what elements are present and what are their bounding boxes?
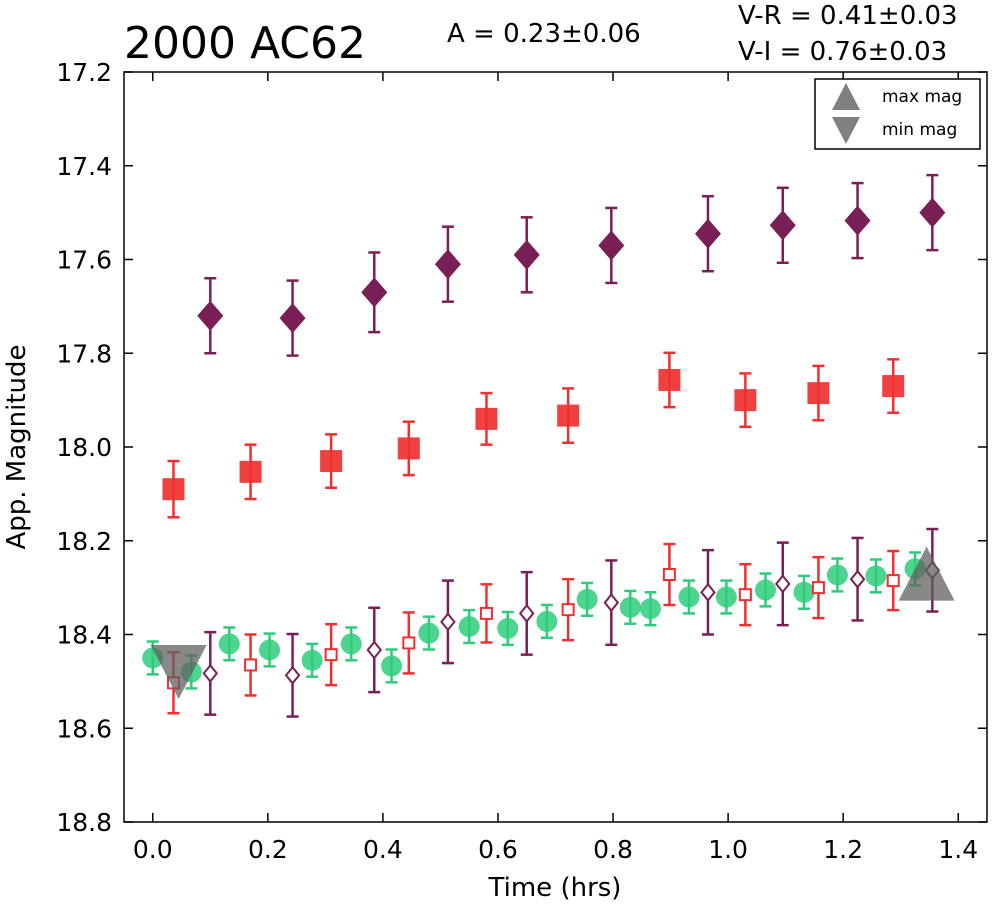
data-point [340,633,362,655]
x-tick-label: 0.6 [478,835,518,864]
data-point [598,230,625,261]
series-diamond-open [202,527,941,718]
series-circle-filled [142,551,926,690]
y-tick-label: 18.6 [56,714,112,743]
x-tick-label: 0.2 [248,835,288,864]
data-point [849,569,866,589]
x-tick-label: 0.8 [593,835,633,864]
series-square-open [166,542,900,715]
y-tick-label: 17.8 [56,339,112,368]
data-point [793,581,815,603]
data-point [381,655,403,677]
data-point [479,606,493,620]
y-tick-label: 17.6 [56,246,112,275]
data-point [734,389,757,412]
legend-max-mag-marker [832,83,860,110]
data-point [662,568,676,581]
x-tick-label: 0.4 [363,835,403,864]
data-point [769,210,796,241]
data-point [865,565,887,587]
min-mag-marker [150,645,207,699]
data-point [694,218,721,249]
data-point [202,663,219,683]
data-point [434,249,461,280]
data-point [320,450,343,473]
data-layer [142,173,955,718]
y-tick-label: 18.0 [56,433,112,462]
data-point [458,616,480,638]
data-point [402,636,416,650]
data-point [397,437,420,460]
legend-max-mag-label: max mag [882,87,962,107]
legend: max mag min mag [814,78,981,150]
legend-min-mag-label: min mag [882,120,957,140]
x-tick-label: 1.2 [823,835,863,864]
data-point [279,303,306,334]
data-point [811,581,825,595]
data-point [366,640,383,660]
y-tick-label: 18.4 [56,621,112,650]
data-point [774,574,791,594]
data-point [239,460,262,483]
amplitude-annotation: A = 0.23±0.06 [447,19,641,49]
data-point [218,633,240,655]
y-tick-label: 18.8 [56,808,112,837]
data-point [576,588,598,610]
data-point [603,593,620,613]
data-point [738,588,752,602]
data-point [324,648,338,662]
data-point [475,407,498,430]
chart-title: 2000 AC62 [124,18,366,69]
data-point [754,579,776,601]
data-point [440,612,456,632]
data-point [259,639,281,661]
y-axis-title: App. Magnitude [2,344,32,549]
data-point [844,205,871,236]
data-point [418,622,440,644]
data-point [497,617,519,639]
data-point [700,582,716,602]
data-point [826,564,848,586]
data-point [518,603,535,623]
data-point [197,300,224,331]
data-point [536,610,558,632]
x-axis-title: Time (hrs) [488,873,622,903]
data-point [886,574,900,588]
data-point [658,368,681,391]
data-point [619,596,641,618]
data-point [284,665,301,685]
y-tick-label: 18.2 [56,527,112,556]
data-point [882,375,905,398]
x-tick-label: 1.0 [708,835,748,864]
x-tick-label: 1.4 [938,835,978,864]
legend-min-mag-marker [832,117,860,144]
data-point [162,478,185,501]
data-point [919,197,946,228]
data-point [561,603,575,617]
vr-annotation: V-R = 0.41±0.03 [738,1,958,31]
max-mag-marker [898,546,955,601]
data-point [639,598,661,620]
data-point [244,658,258,672]
vi-annotation: V-I = 0.76±0.03 [738,37,947,67]
y-tick-label: 17.4 [56,152,112,181]
series-square-filled [162,351,905,519]
y-tick-label: 17.2 [56,58,112,87]
series-diamond-filled [197,173,946,357]
data-point [678,586,700,608]
data-point [361,277,388,308]
data-point [301,649,323,671]
data-point [557,404,580,427]
data-point [715,586,737,608]
data-point [807,382,830,405]
x-tick-label: 0.0 [133,835,173,864]
data-point [513,239,540,270]
axis-layer: 0.0 0.2 0.4 0.6 0.8 1.0 1.2 1.4 17.2 17.4 17.6 17.8… [56,58,987,864]
